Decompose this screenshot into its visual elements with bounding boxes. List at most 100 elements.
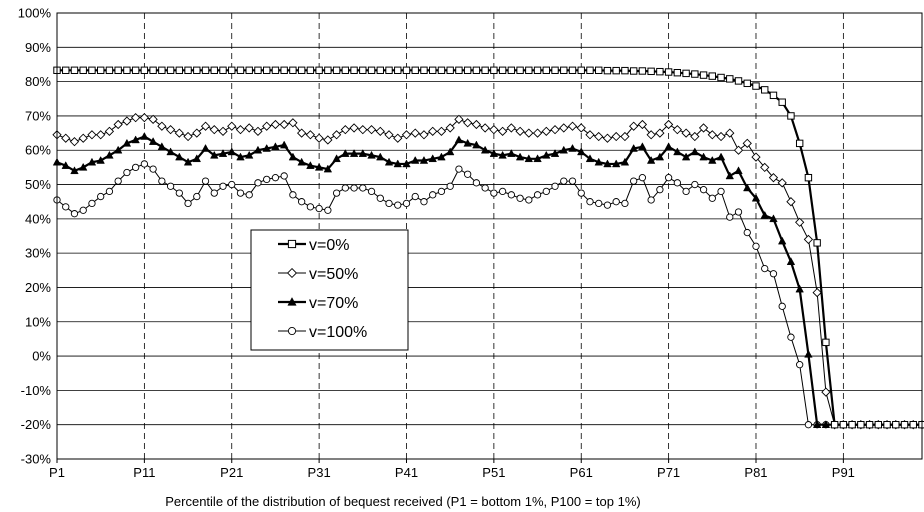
data-point (638, 67, 647, 75)
data-point (455, 66, 463, 74)
data-point (244, 123, 254, 133)
data-point (690, 131, 700, 142)
data-point (105, 66, 114, 74)
data-point (402, 159, 411, 168)
y-tick-label: 100% (18, 6, 52, 21)
data-point (306, 203, 315, 211)
data-point (428, 154, 437, 163)
data-point (236, 152, 245, 161)
data-point (271, 142, 280, 151)
data-point (743, 183, 752, 192)
data-point (158, 66, 166, 74)
data-point (297, 128, 307, 138)
data-point (918, 420, 924, 429)
data-point (655, 128, 665, 138)
y-tick-label: 0% (32, 349, 51, 364)
data-point (620, 131, 630, 142)
data-point (664, 174, 673, 182)
data-point (777, 236, 787, 245)
data-point (236, 66, 245, 74)
data-point (104, 126, 115, 136)
data-point (192, 154, 202, 163)
data-point (656, 186, 664, 194)
data-point (541, 126, 551, 136)
data-point (131, 66, 140, 74)
data-point (821, 387, 831, 397)
data-point (376, 66, 384, 74)
legend-entry: v=100% (278, 324, 367, 341)
data-point (637, 119, 648, 130)
data-point (262, 121, 272, 131)
data-point (761, 264, 769, 273)
y-tick-label: 80% (25, 74, 51, 89)
data-point (305, 130, 316, 140)
legend-marker (287, 297, 297, 306)
data-point (419, 155, 429, 164)
data-point (647, 196, 655, 204)
data-point (263, 175, 271, 184)
data-point (367, 150, 376, 159)
data-point (751, 193, 761, 202)
data-point (393, 133, 403, 143)
data-point (752, 242, 760, 250)
data-point (130, 113, 141, 123)
data-point (70, 210, 79, 218)
data-point (576, 123, 586, 133)
data-point (533, 66, 542, 74)
x-tick-label: P1 (49, 465, 65, 480)
data-point (813, 239, 821, 247)
data-point (227, 121, 237, 131)
legend-marker (286, 267, 298, 279)
data-point (393, 159, 402, 168)
data-point (367, 66, 376, 74)
data-point (402, 199, 411, 208)
data-point (795, 139, 804, 148)
y-tick-label: 90% (25, 40, 51, 55)
data-point (707, 130, 717, 140)
data-point (602, 133, 613, 143)
data-point (288, 118, 298, 128)
data-point (437, 66, 446, 74)
data-point (201, 143, 210, 152)
data-point (410, 128, 420, 138)
data-point (140, 131, 149, 140)
data-point (673, 68, 682, 77)
data-point (219, 182, 227, 190)
data-point (289, 66, 297, 74)
data-point (315, 66, 323, 74)
x-tick-label: P31 (308, 465, 331, 480)
data-point (62, 203, 70, 211)
data-point (349, 123, 359, 133)
data-point (332, 189, 341, 197)
data-point (332, 66, 341, 74)
data-point (332, 154, 341, 163)
data-point (489, 125, 499, 135)
data-point (472, 66, 481, 74)
data-point (586, 198, 594, 206)
data-point (699, 152, 708, 161)
data-point (175, 189, 183, 197)
y-tick-label: 50% (25, 177, 51, 192)
data-point (708, 194, 716, 202)
data-point (253, 126, 263, 136)
data-point (96, 155, 105, 164)
data-point (297, 198, 306, 206)
data-point (445, 123, 455, 133)
data-point (664, 142, 673, 151)
data-point (123, 66, 131, 74)
data-point (472, 140, 481, 149)
legend-entry: v=0% (278, 237, 349, 254)
data-point (166, 147, 175, 156)
y-tick-label: 10% (25, 314, 51, 329)
data-point (280, 66, 288, 74)
data-point (716, 152, 726, 161)
data-point (663, 119, 674, 130)
data-point (175, 66, 184, 74)
data-point (376, 194, 384, 202)
data-point (857, 420, 865, 429)
data-point (900, 420, 909, 429)
y-tick-label: -20% (21, 417, 52, 432)
data-point (401, 130, 412, 140)
data-point (525, 196, 533, 204)
data-point (200, 121, 211, 131)
